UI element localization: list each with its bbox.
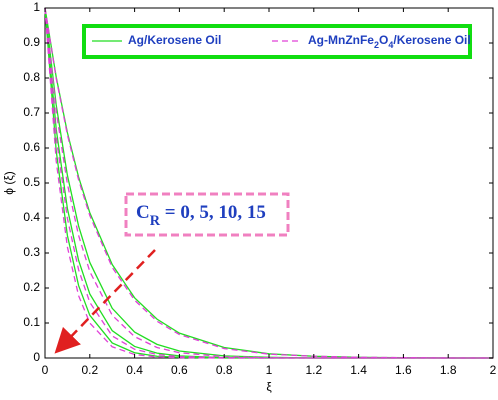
data-line [44, 7, 493, 359]
x-tick-label: 1.2 [305, 363, 322, 377]
legend-label: Ag-MnZnFe2O4/Kerosene Oil [308, 33, 471, 50]
x-tick-label: 0.2 [81, 363, 98, 377]
annotation-box [124, 192, 290, 237]
x-tick-label: 1.4 [350, 363, 367, 377]
x-tick-label: 0.4 [126, 363, 143, 377]
data-line [44, 7, 493, 359]
y-tick-label: 0.4 [23, 210, 40, 224]
y-tick-label: 0.8 [23, 70, 40, 84]
x-tick-label: 0 [42, 363, 49, 377]
x-tick-label: 0.6 [171, 363, 188, 377]
plot-frame [44, 7, 494, 359]
x-tick-label: 2 [490, 363, 497, 377]
curves [44, 7, 493, 359]
x-tick-label: 1.6 [395, 363, 412, 377]
x-tick-label: 1 [266, 363, 273, 377]
y-tick-label: 0.6 [23, 140, 40, 154]
y-axis-label: ϕ (ξ) [2, 171, 16, 194]
annotation-arrow [54, 249, 156, 354]
x-tick-label: 1.8 [440, 363, 457, 377]
y-tick-label: 0.1 [23, 315, 40, 329]
y-tick-label: 0.3 [23, 245, 40, 259]
y-tick-label: 0.2 [23, 280, 40, 294]
y-tick-label: 0.7 [23, 105, 40, 119]
x-tick-label: 0.8 [216, 363, 233, 377]
legend-label: Ag/Kerosene Oil [128, 33, 221, 47]
y-tick-label: 1 [33, 0, 40, 14]
annotation-text: CR = 0, 5, 10, 15 [136, 202, 266, 229]
x-axis-label: ξ [266, 380, 272, 394]
data-line [44, 7, 493, 359]
y-tick-label: 0.9 [23, 35, 40, 49]
y-tick-label: 0.5 [23, 175, 40, 189]
y-tick-label: 0 [33, 350, 40, 364]
